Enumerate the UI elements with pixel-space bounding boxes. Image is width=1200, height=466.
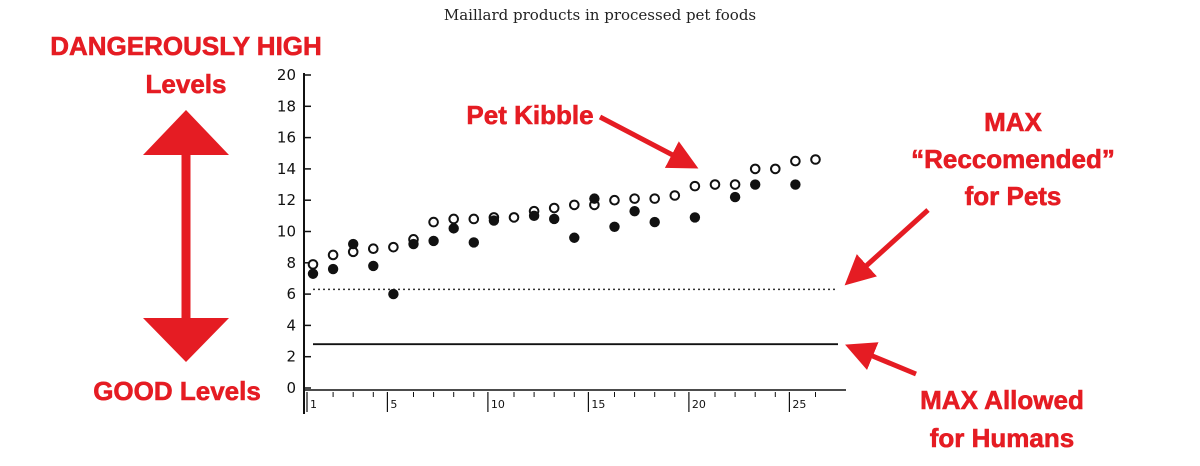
x-tick-label: 15 — [591, 398, 605, 411]
filled-data-point — [528, 210, 540, 222]
open-data-point — [770, 163, 781, 175]
x-tick-label: 10 — [491, 398, 505, 411]
filled-data-point — [589, 193, 600, 204]
open-data-point — [388, 241, 399, 253]
double-arrow-icon — [143, 110, 229, 362]
filled-data-point — [629, 205, 640, 217]
x-tick-label: 1 — [310, 398, 317, 411]
open-data-point — [669, 190, 681, 201]
y-tick-label: 18 — [277, 97, 296, 115]
open-data-point — [729, 179, 741, 190]
filled-data-point — [448, 223, 459, 234]
open-data-point — [609, 194, 620, 206]
filled-data-point — [428, 235, 439, 247]
x-tick-label: 20 — [692, 398, 706, 411]
filled-data-point — [327, 263, 339, 275]
filled-data-point — [348, 238, 359, 250]
max-recommended-label-3: for Pets — [965, 181, 1062, 211]
y-tick-label: 8 — [286, 254, 296, 272]
max-allowed-label-2: for Humans — [930, 423, 1074, 453]
x-tick-label: 5 — [390, 398, 397, 411]
max-recommended-label-1: MAX — [984, 107, 1042, 137]
y-tick-label: 10 — [277, 223, 296, 241]
filled-data-point — [790, 179, 801, 190]
open-data-point — [689, 180, 701, 192]
filled-data-point — [569, 232, 580, 243]
chart-title: Maillard products in processed pet foods — [444, 6, 756, 24]
pet-kibble-label: Pet Kibble — [466, 100, 593, 130]
y-tick-label: 4 — [286, 316, 296, 334]
filled-data-point — [549, 213, 560, 225]
y-tick-label: 14 — [277, 160, 296, 178]
filled-circle-series — [307, 179, 801, 300]
filled-data-point — [468, 237, 479, 248]
x-tick-label: 25 — [792, 398, 806, 411]
filled-data-point — [689, 212, 701, 223]
open-data-point — [468, 213, 480, 225]
filled-data-point — [307, 268, 319, 279]
filled-data-point — [750, 179, 761, 190]
open-data-point — [810, 154, 821, 165]
dangerously-high-label: DANGEROUSLY HIGH — [50, 31, 322, 61]
open-data-point — [327, 249, 339, 261]
filled-data-point — [609, 221, 620, 233]
open-data-point — [508, 212, 520, 223]
y-tick-label: 0 — [286, 379, 296, 397]
y-tick-label: 16 — [277, 129, 296, 147]
open-data-point — [548, 202, 560, 214]
max-allowed-arrow-icon — [845, 342, 917, 377]
filled-data-point — [649, 216, 660, 228]
y-tick-label: 12 — [277, 191, 296, 209]
dangerously-high-levels-label: Levels — [146, 69, 227, 99]
x-axis-ticks: 1 5 10 15 20 25 — [306, 392, 816, 412]
max-recommended-arrow-icon — [844, 208, 930, 286]
y-tick-label: 6 — [286, 285, 296, 303]
open-data-point — [649, 193, 661, 204]
open-data-point — [428, 216, 439, 228]
open-circle-series — [307, 154, 821, 270]
open-data-point — [569, 199, 580, 211]
open-data-point — [709, 179, 721, 190]
filled-data-point — [488, 215, 500, 226]
y-axis-ticks: 0 2 4 6 8 10 12 14 16 18 20 — [277, 66, 311, 397]
max-recommended-label-2: “Reccomended” — [911, 144, 1115, 174]
open-data-point — [368, 243, 379, 255]
good-levels-label: GOOD Levels — [93, 376, 261, 406]
filled-data-point — [388, 288, 399, 300]
max-allowed-label-1: MAX Allowed — [920, 385, 1084, 415]
open-data-point — [448, 213, 460, 225]
open-data-point — [790, 155, 801, 167]
y-tick-label: 20 — [277, 66, 296, 84]
filled-data-point — [408, 238, 419, 250]
open-data-point — [307, 259, 319, 270]
y-tick-label: 2 — [286, 348, 296, 366]
open-data-point — [749, 163, 761, 175]
filled-data-point — [729, 191, 741, 203]
pet-kibble-arrow-icon — [598, 114, 699, 169]
filled-data-point — [368, 260, 379, 272]
open-data-point — [629, 193, 640, 204]
